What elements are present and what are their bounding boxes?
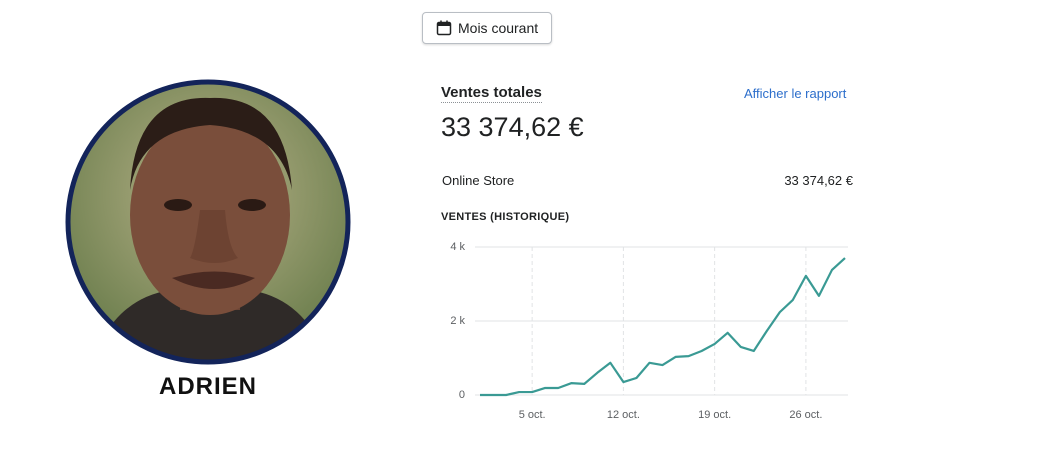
profile-name: ADRIEN: [158, 373, 257, 400]
calendar-icon: [436, 20, 452, 36]
chart-title: VENTES (HISTORIQUE): [441, 211, 569, 223]
date-button[interactable]: Mois courant: [422, 12, 552, 44]
x-tick-label: 12 oct.: [607, 409, 640, 421]
card-title: Ventes totales: [441, 84, 542, 103]
sales-line: [480, 257, 846, 397]
y-tick-label: 0: [459, 389, 465, 401]
channel-value: 33 374,62 €: [784, 173, 853, 188]
date-button-label[interactable]: Mois courant: [458, 20, 539, 36]
y-tick-label: 4 k: [450, 241, 465, 253]
total-amount: 33 374,62 €: [441, 112, 584, 142]
y-tick-label: 2 k: [450, 315, 465, 327]
channel-label: Online Store: [442, 173, 515, 188]
report-link[interactable]: Afficher le rapport: [744, 86, 847, 101]
x-tick-label: 5 oct.: [519, 409, 546, 421]
x-tick-label: 19 oct.: [698, 409, 731, 421]
avatar: [65, 79, 351, 365]
x-tick-label: 26 oct.: [789, 409, 822, 421]
